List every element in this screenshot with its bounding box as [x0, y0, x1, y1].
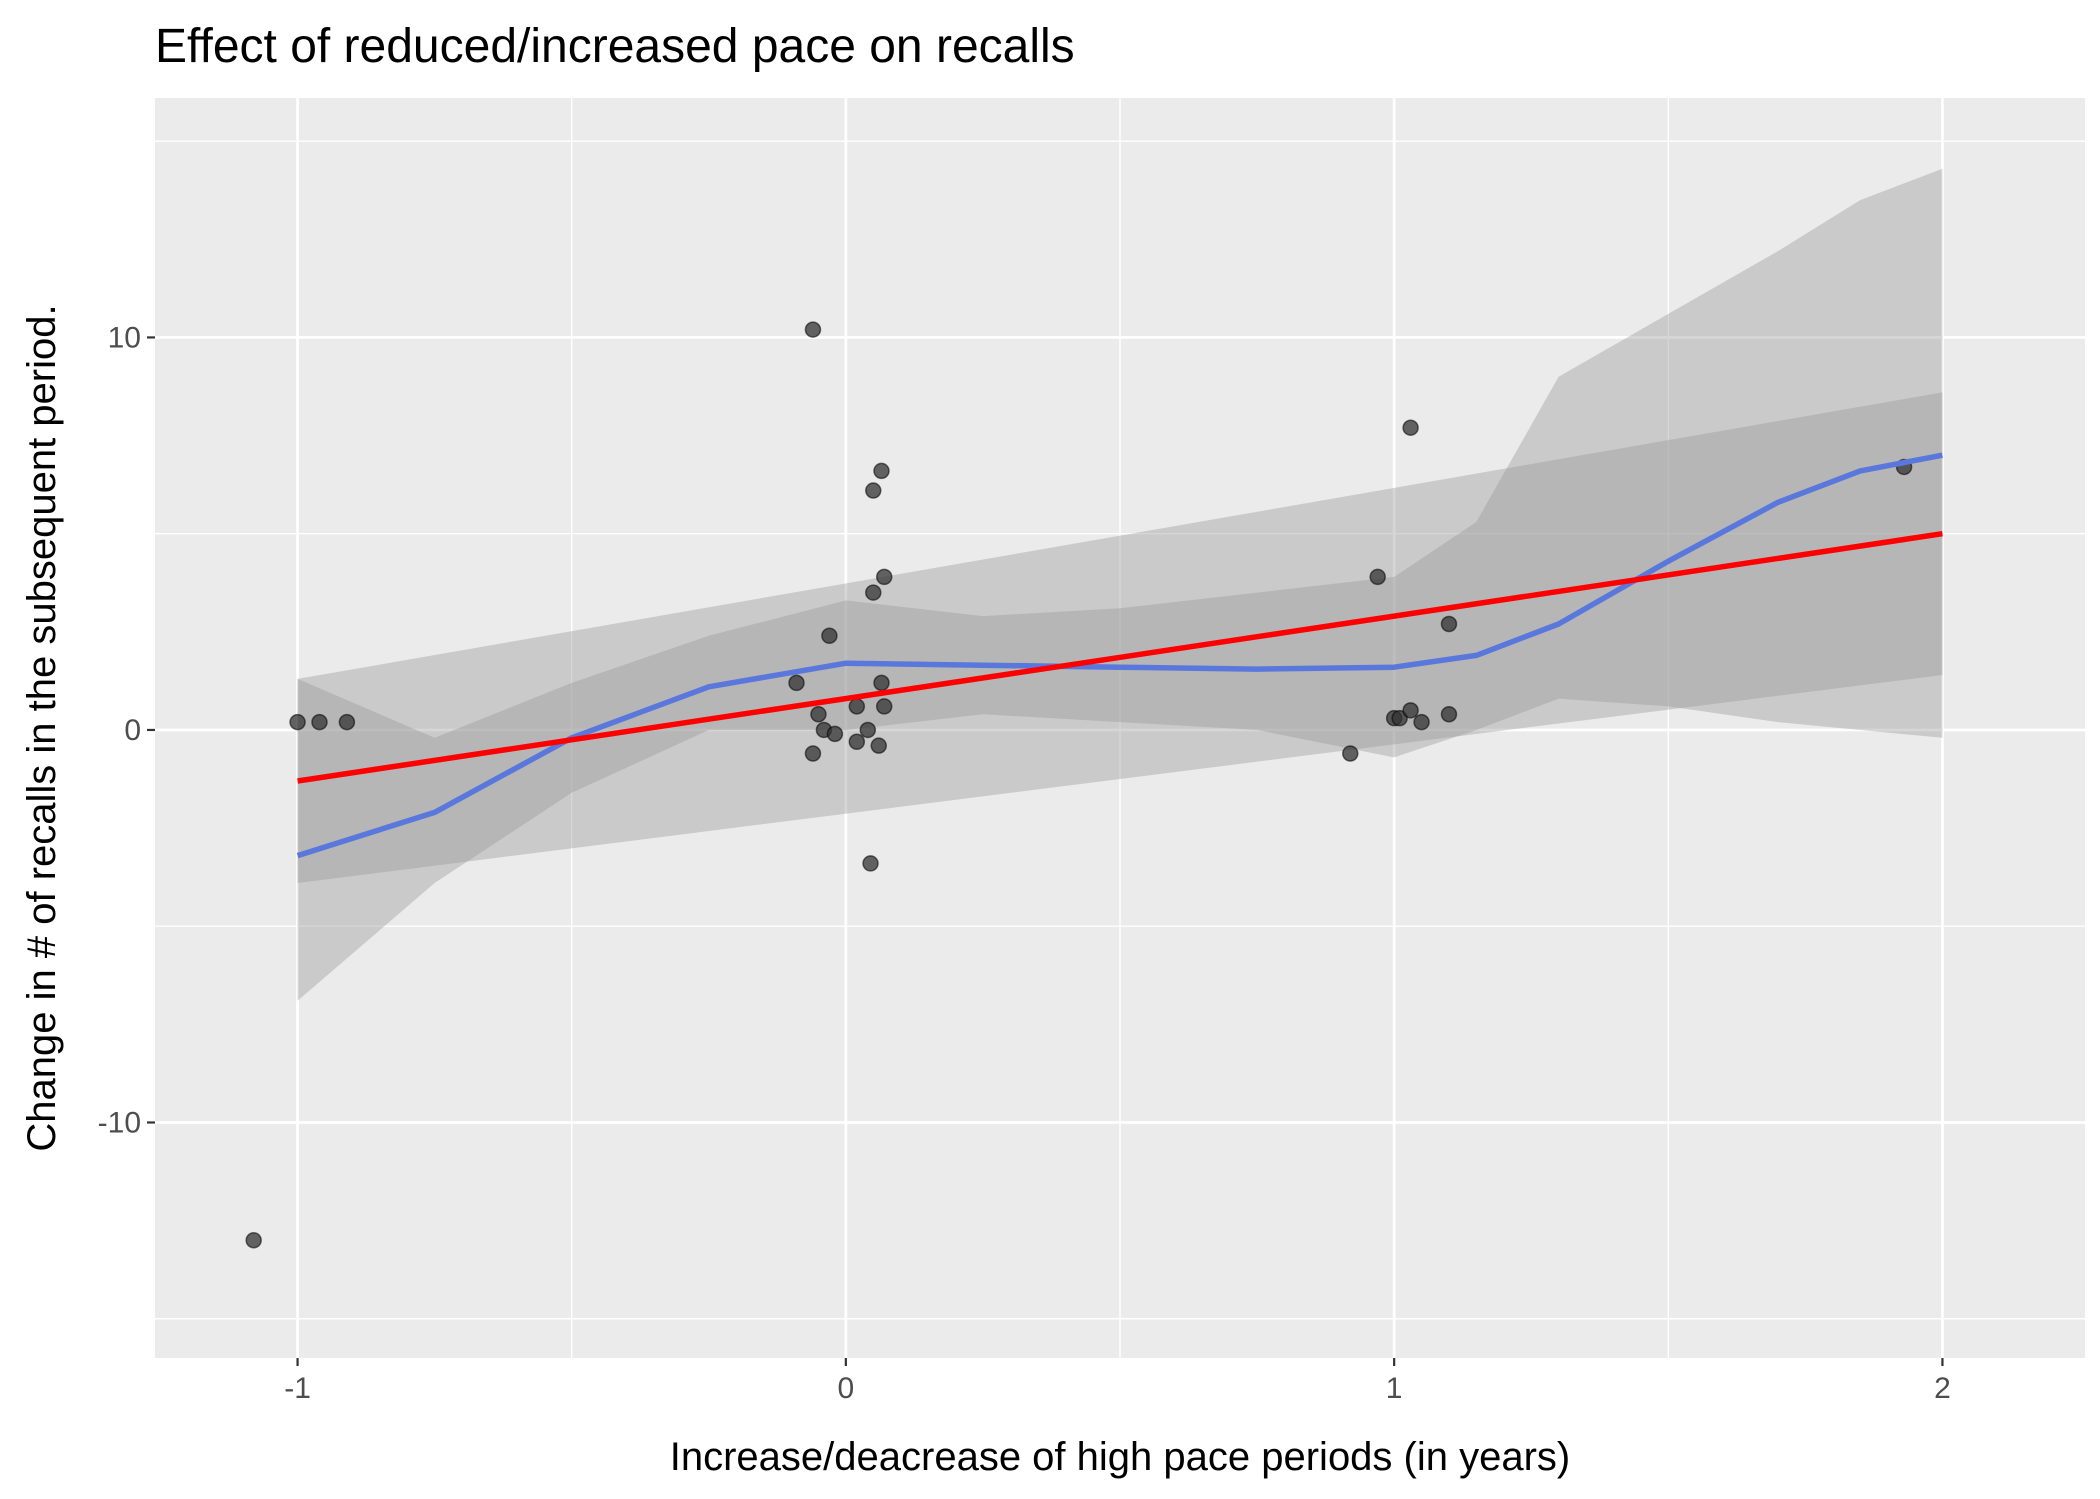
x-tick-label: 0: [838, 1372, 855, 1405]
x-tick-label: 2: [1934, 1372, 1951, 1405]
data-point: [875, 568, 893, 586]
data-point: [810, 706, 827, 723]
data-point: [289, 713, 306, 731]
data-point: [1342, 745, 1359, 762]
data-point: [1391, 709, 1408, 727]
scatter-points: [245, 321, 1913, 1249]
data-point: [826, 725, 844, 743]
data-point: [311, 713, 328, 731]
data-point: [873, 462, 890, 480]
smooth-fit-line: [296, 452, 1943, 859]
data-point: [804, 321, 822, 338]
data-point: [788, 674, 805, 692]
fit-lines: [296, 452, 1943, 859]
data-point: [870, 737, 887, 754]
data-point: [1402, 702, 1419, 719]
data-point: [804, 745, 822, 762]
data-point: [1369, 568, 1386, 586]
linear-fit-line: [297, 530, 1943, 784]
data-point: [859, 721, 877, 739]
data-point: [245, 1231, 262, 1249]
data-point: [1440, 615, 1458, 633]
grid-lines: [155, 98, 2085, 1358]
x-axis-title: Increase/deacrease of high pace periods …: [670, 1435, 1571, 1479]
data-point: [862, 855, 879, 872]
data-point: [865, 482, 882, 499]
y-tick-label: 10: [108, 321, 141, 354]
data-point: [338, 713, 356, 731]
data-point: [1402, 419, 1419, 436]
data-point: [848, 698, 866, 715]
data-point: [848, 733, 866, 750]
data-point: [873, 674, 890, 692]
x-tick-label: -1: [284, 1372, 311, 1405]
chart-title: Effect of reduced/increased pace on reca…: [155, 20, 1075, 73]
data-point: [1440, 706, 1458, 723]
y-tick-label: -10: [98, 1106, 141, 1139]
data-point: [865, 584, 882, 601]
linear-fit-confidence-band: [297, 392, 1943, 883]
data-point: [1413, 713, 1430, 731]
y-tick-label: 0: [124, 714, 141, 747]
data-point: [821, 627, 838, 645]
data-point: [875, 698, 893, 715]
x-tick-label: 1: [1386, 1372, 1403, 1405]
y-axis-title: Change in # of recalls in the subsequent…: [20, 304, 64, 1151]
